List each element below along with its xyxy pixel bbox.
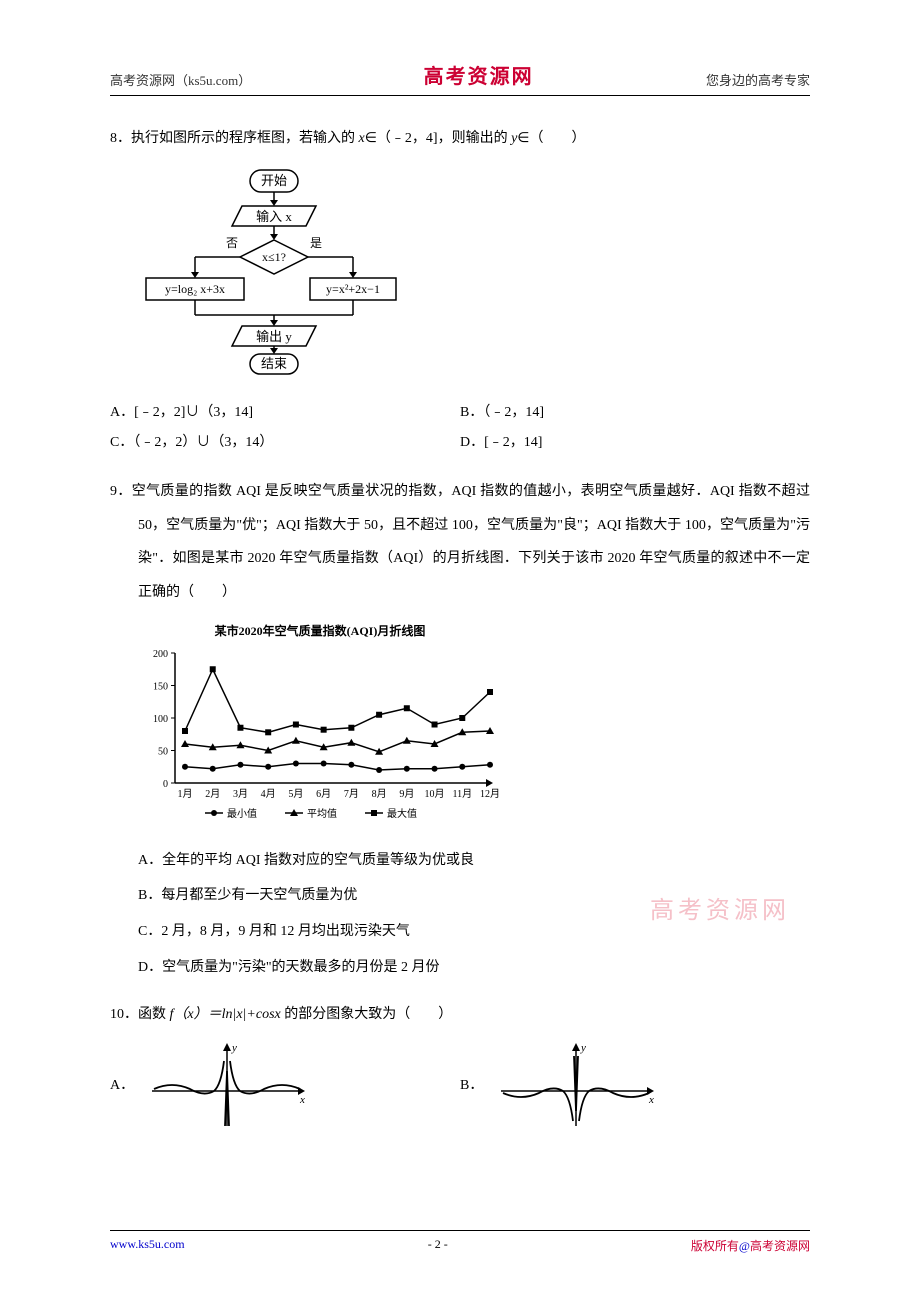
q8-flowchart: 开始 输入 x x≤1? 否 是 y=log₂ x+3x y= xyxy=(140,165,810,388)
header-right: 您身边的高考专家 xyxy=(706,70,810,89)
q10-options: A． x y B． x y xyxy=(110,1041,810,1131)
page-header: 高考资源网（ks5u.com） 高考资源网 您身边的高考专家 xyxy=(110,60,810,96)
q9-chart: 某市2020年空气质量指数(AQI)月折线图 0 50 100 150 200 1月 2月 3… xyxy=(140,618,810,836)
q8-number: 8． xyxy=(110,131,131,146)
q10-text-before: 函数 xyxy=(138,1007,170,1022)
svg-text:6月: 6月 xyxy=(316,788,331,800)
question-8: 8．执行如图所示的程序框图，若输入的 x∈（﹣2，4]，则输出的 y∈（ ） 开… xyxy=(110,124,810,459)
flowchart-svg: 开始 输入 x x≤1? 否 是 y=log₂ x+3x y= xyxy=(140,165,400,375)
svg-text:4月: 4月 xyxy=(261,788,276,800)
svg-text:10月: 10月 xyxy=(425,788,445,800)
header-center-logo: 高考资源网 xyxy=(424,60,534,89)
q10-option-b: B． x y xyxy=(460,1041,810,1131)
q9-text: 空气质量的指数 AQI 是反映空气质量状况的指数，AQI 指数的值越小，表明空气… xyxy=(132,484,810,600)
footer-right-prefix: 版权所有 xyxy=(691,1239,739,1253)
svg-text:100: 100 xyxy=(153,714,168,725)
header-left: 高考资源网（ks5u.com） xyxy=(110,70,251,89)
footer-copyright: 版权所有@高考资源网 xyxy=(691,1237,810,1254)
svg-text:最大值: 最大值 xyxy=(387,807,417,820)
svg-text:7月: 7月 xyxy=(344,788,359,800)
svg-text:3月: 3月 xyxy=(233,788,248,800)
footer-right-suffix: 高考资源网 xyxy=(750,1239,810,1253)
q10-graph-a: x y xyxy=(142,1041,312,1131)
svg-text:x: x xyxy=(299,1094,305,1106)
footer-page-number: - 2 - xyxy=(428,1237,448,1252)
aqi-chart-svg: 0 50 100 150 200 1月 2月 3月 4月 5月 6月 7月 8月 9月 10月 11月 12月最… xyxy=(140,648,500,823)
svg-text:最小值: 最小值 xyxy=(227,807,257,820)
svg-text:x: x xyxy=(648,1094,654,1106)
svg-text:1月: 1月 xyxy=(178,788,193,800)
q9-number: 9． xyxy=(110,484,132,499)
q8-option-d: D．[﹣2，14] xyxy=(460,428,810,459)
q8-options: A．[﹣2，2]∪（3，14] B．（﹣2，14] C．（﹣2，2）∪（3，14… xyxy=(110,398,810,460)
q10-number: 10． xyxy=(110,1007,138,1022)
q10-b-label: B． xyxy=(460,1071,483,1102)
svg-text:2月: 2月 xyxy=(205,788,220,800)
fc-end: 结束 xyxy=(261,356,287,371)
fc-cond: x≤1? xyxy=(262,250,286,264)
svg-text:y: y xyxy=(580,1042,586,1054)
fc-input: 输入 x xyxy=(256,209,292,224)
fc-right-box: y=x²+2x−1 xyxy=(326,282,380,296)
q9-option-d: D．空气质量为"污染"的天数最多的月份是 2 月份 xyxy=(138,951,810,985)
svg-text:0: 0 xyxy=(163,779,168,790)
q9-option-a: A．全年的平均 AQI 指数对应的空气质量等级为优或良 xyxy=(138,844,810,878)
q10-graph-b: x y xyxy=(491,1041,661,1131)
svg-text:50: 50 xyxy=(158,746,168,757)
q9-chart-title: 某市2020年空气质量指数(AQI)月折线图 xyxy=(170,618,470,644)
svg-text:y: y xyxy=(231,1042,237,1054)
q8-option-b: B．（﹣2，14] xyxy=(460,398,810,429)
fc-no: 否 xyxy=(226,236,238,250)
question-10: 10．函数 f（x）＝ln|x|+cosx 的部分图象大致为（ ） A． x y… xyxy=(110,1000,810,1131)
q10-text-after: 的部分图象大致为（ ） xyxy=(281,1007,453,1022)
q8-option-a: A．[﹣2，2]∪（3，14] xyxy=(110,398,460,429)
fc-left-box: y=log₂ x+3x xyxy=(165,282,225,296)
svg-text:11月: 11月 xyxy=(452,788,472,800)
svg-text:9月: 9月 xyxy=(399,788,414,800)
fc-yes: 是 xyxy=(310,236,322,250)
q9-text-block: 9．空气质量的指数 AQI 是反映空气质量状况的指数，AQI 指数的值越小，表明… xyxy=(110,475,810,609)
footer-at: @ xyxy=(739,1239,750,1253)
q8-text-3: ∈（ ） xyxy=(517,131,585,146)
page-footer: www.ks5u.com - 2 - 版权所有@高考资源网 xyxy=(110,1230,810,1254)
q10-fx: f（x）＝ln|x|+cosx xyxy=(170,1007,281,1022)
svg-text:8月: 8月 xyxy=(372,788,387,800)
fc-start: 开始 xyxy=(261,173,287,188)
svg-text:12月: 12月 xyxy=(480,788,500,800)
q8-text-1: 执行如图所示的程序框图，若输入的 xyxy=(131,131,359,146)
svg-text:5月: 5月 xyxy=(288,788,303,800)
watermark: 高考资源网 xyxy=(650,890,790,925)
q8-option-c: C．（﹣2，2）∪（3，14） xyxy=(110,428,460,459)
footer-url: www.ks5u.com xyxy=(110,1237,185,1252)
svg-text:200: 200 xyxy=(153,649,168,660)
q8-text-2: ∈（﹣2，4]，则输出的 xyxy=(365,131,511,146)
svg-text:150: 150 xyxy=(153,681,168,692)
q10-a-label: A． xyxy=(110,1071,134,1102)
fc-output: 输出 y xyxy=(256,329,292,344)
svg-text:平均值: 平均值 xyxy=(307,807,337,820)
q10-option-a: A． x y xyxy=(110,1041,460,1131)
